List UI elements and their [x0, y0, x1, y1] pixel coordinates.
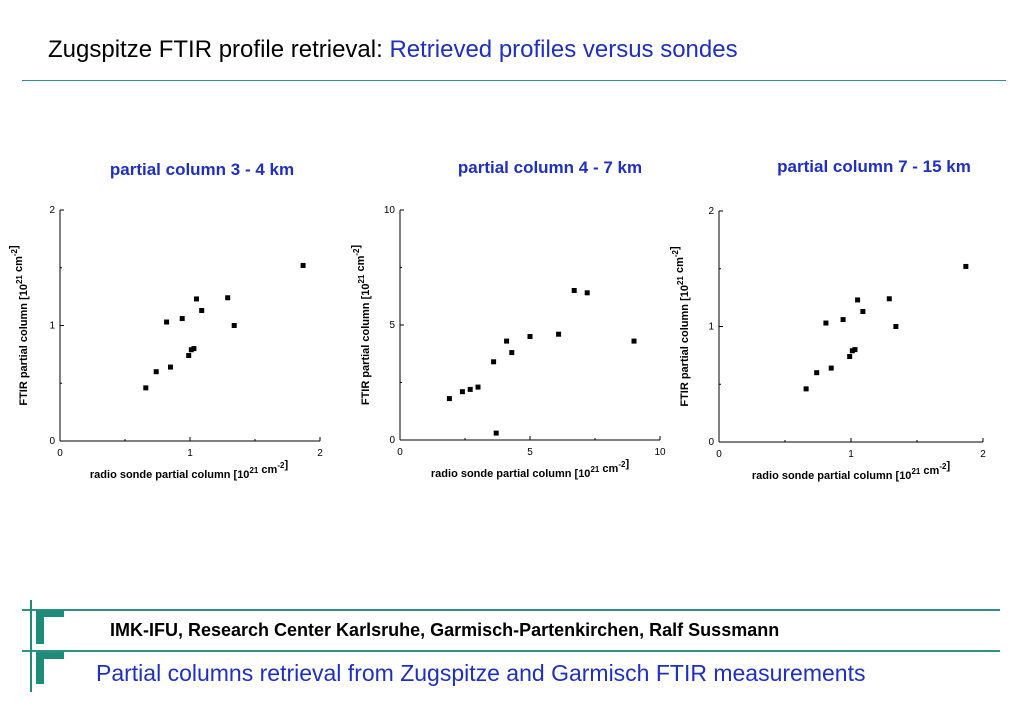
logo-bar-upper-v	[36, 610, 44, 644]
data-point	[504, 338, 510, 344]
x-tick-label: 5	[527, 447, 533, 458]
data-point	[584, 290, 590, 296]
data-point	[168, 364, 173, 370]
logo-bar-lower-v	[36, 652, 44, 684]
data-point	[527, 334, 533, 339]
x-axis-title: radio sonde partial column [1021 cm-2]	[752, 460, 951, 482]
title-highlight: Retrieved profiles versus sondes	[389, 36, 738, 63]
data-point	[852, 347, 858, 353]
data-point	[446, 396, 452, 402]
data-point	[840, 317, 846, 323]
x-tick-label: 0	[716, 449, 722, 460]
data-point	[509, 350, 515, 356]
data-point	[491, 359, 497, 365]
data-point	[493, 430, 499, 436]
data-point	[893, 324, 899, 329]
y-tick-label: 0	[49, 436, 55, 447]
x-tick-label: 0	[397, 447, 403, 458]
data-point	[300, 262, 306, 268]
x-tick-label: 2	[980, 449, 986, 460]
data-point	[188, 347, 194, 353]
y-tick-label: 10	[384, 205, 396, 216]
data-point	[814, 370, 820, 376]
data-point	[886, 296, 892, 302]
data-point	[231, 323, 237, 328]
data-point	[963, 263, 969, 269]
chart-title-2: partial column 4 - 7 km	[457, 158, 643, 177]
data-point	[803, 386, 809, 392]
data-point	[860, 308, 866, 314]
footer-rule-top	[22, 609, 1000, 611]
y-tick-label: 1	[49, 321, 55, 332]
x-tick-label: 1	[187, 448, 193, 459]
data-point	[199, 307, 205, 313]
x-tick-label: 10	[654, 447, 666, 458]
data-point	[823, 320, 829, 326]
data-point	[143, 385, 149, 391]
y-tick-label: 2	[708, 206, 714, 217]
data-point	[847, 354, 853, 360]
logo-bar-vertical	[30, 600, 32, 692]
page-title: Zugspitze FTIR profile retrieval: Retrie…	[48, 36, 738, 64]
data-point	[849, 348, 855, 354]
y-tick-label: 0	[389, 435, 395, 446]
header-rule	[22, 80, 1006, 81]
footer-organization: IMK-IFU, Research Center Karlsruhe, Garm…	[110, 620, 780, 640]
data-point	[194, 296, 199, 302]
y-axis-title: FTIR partial column [1021 cm-2]	[8, 245, 30, 406]
data-point	[571, 288, 577, 293]
data-point	[631, 338, 637, 344]
y-tick-label: 0	[708, 437, 714, 448]
data-point	[828, 365, 834, 371]
data-point	[556, 331, 562, 337]
data-point	[179, 316, 185, 322]
data-point	[164, 319, 170, 325]
y-tick-label: 5	[389, 320, 395, 331]
footer-rule-mid	[22, 650, 1000, 652]
x-tick-label: 1	[848, 449, 854, 460]
chart-title-1: partial column 3 - 4 km	[109, 160, 295, 179]
chart-title-3: partial column 7 - 15 km	[777, 157, 971, 176]
x-tick-label: 0	[57, 448, 63, 459]
x-axis-title: radio sonde partial column [1021 cm-2]	[431, 458, 630, 480]
title-prefix: Zugspitze FTIR profile retrieval:	[48, 36, 390, 63]
data-point	[186, 353, 192, 359]
data-point	[855, 297, 861, 303]
y-axis-title: FTIR partial column [1021 cm-2]	[350, 245, 372, 406]
y-tick-label: 1	[708, 322, 714, 333]
y-axis-title: FTIR partial column [1021 cm-2]	[669, 246, 691, 407]
logo-bar-lower-h	[36, 652, 64, 659]
data-point	[191, 346, 197, 352]
data-point	[225, 295, 231, 301]
data-point	[153, 369, 159, 375]
data-point	[459, 389, 465, 395]
logo-bar-upper-h	[36, 610, 64, 617]
footer-subtitle: Partial columns retrieval from Zugspitze…	[96, 660, 866, 686]
data-point	[475, 384, 481, 390]
data-point	[467, 386, 473, 392]
x-tick-label: 2	[317, 448, 323, 459]
y-tick-label: 2	[49, 205, 55, 216]
x-axis-title: radio sonde partial column [1021 cm-2]	[90, 459, 289, 481]
